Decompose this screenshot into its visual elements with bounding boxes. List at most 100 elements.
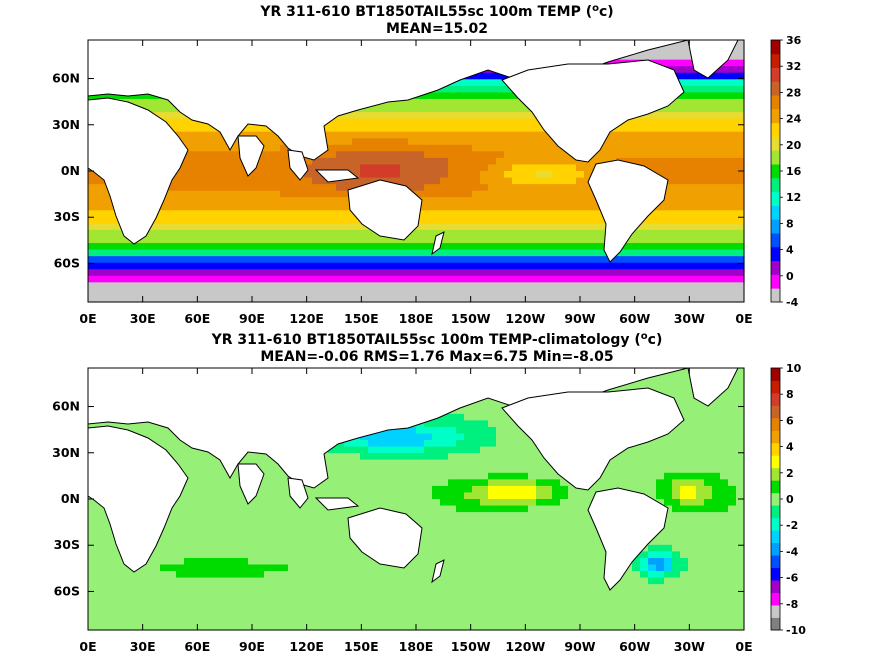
field-cell	[216, 466, 225, 474]
field-cell	[672, 466, 681, 474]
field-cell	[488, 295, 497, 303]
field-cell	[688, 453, 697, 461]
field-cell	[264, 282, 273, 290]
field-cell	[704, 216, 713, 224]
field-cell	[736, 243, 745, 251]
field-cell	[672, 112, 681, 120]
field-cell	[656, 466, 665, 474]
field-cell	[192, 157, 201, 166]
field-cell	[488, 118, 497, 126]
field-cell	[696, 184, 705, 192]
field-cell	[184, 472, 193, 480]
field-cell	[256, 229, 265, 238]
field-cell	[368, 492, 377, 500]
field-cell	[520, 210, 529, 218]
field-cell	[200, 479, 209, 487]
field-cell	[680, 420, 689, 428]
field-cell	[240, 210, 249, 218]
field-cell	[736, 420, 745, 428]
field-cell	[304, 184, 313, 192]
field-cell	[344, 249, 353, 257]
field-cell	[472, 479, 481, 487]
field-cell	[152, 249, 161, 257]
field-cell	[208, 472, 217, 480]
field-cell	[464, 249, 473, 257]
field-cell	[120, 269, 129, 277]
field-cell	[472, 144, 481, 152]
field-cell	[424, 190, 433, 198]
field-cell	[720, 79, 729, 87]
field-cell	[208, 479, 217, 487]
field-cell	[88, 236, 97, 244]
field-cell	[200, 203, 209, 211]
field-cell	[480, 282, 489, 290]
field-cell	[720, 288, 729, 297]
field-cell	[472, 426, 481, 435]
field-cell	[176, 269, 185, 277]
field-cell	[304, 164, 313, 172]
field-cell	[704, 433, 713, 441]
field-cell	[504, 453, 513, 461]
field-cell	[688, 440, 697, 448]
field-cell	[336, 492, 345, 500]
field-cell	[384, 112, 393, 120]
field-cell	[192, 125, 201, 133]
field-cell	[456, 256, 465, 264]
field-cell	[664, 440, 673, 448]
field-cell	[560, 184, 569, 192]
field-cell	[104, 282, 113, 290]
field-cell	[384, 256, 393, 264]
field-cell	[640, 446, 649, 454]
field-cell	[216, 472, 225, 480]
field-cell	[264, 171, 273, 179]
field-cell	[544, 485, 553, 494]
field-cell	[408, 288, 417, 297]
field-cell	[272, 190, 281, 198]
field-cell	[120, 236, 129, 244]
field-cell	[528, 216, 537, 224]
field-cell	[320, 223, 329, 231]
field-cell	[648, 151, 657, 159]
field-cell	[496, 413, 505, 421]
field-cell	[640, 472, 649, 480]
field-cell	[280, 171, 289, 179]
field-cell	[376, 282, 385, 290]
field-cell	[176, 275, 185, 283]
field-cell	[400, 262, 409, 270]
field-cell	[384, 295, 393, 303]
colorbar-swatch	[771, 246, 780, 262]
field-cell	[448, 433, 457, 441]
field-cell	[488, 79, 497, 87]
field-cell	[640, 466, 649, 474]
field-cell	[720, 144, 729, 152]
field-cell	[728, 466, 737, 474]
field-cell	[584, 210, 593, 218]
field-cell	[696, 413, 705, 421]
field-cell	[672, 282, 681, 290]
field-cell	[712, 295, 721, 303]
field-cell	[728, 295, 737, 303]
field-cell	[552, 184, 561, 192]
field-cell	[256, 249, 265, 257]
field-cell	[536, 256, 545, 264]
field-cell	[328, 256, 337, 264]
colorbar-swatch	[771, 53, 780, 68]
field-cell	[296, 177, 305, 185]
field-cell	[488, 157, 497, 166]
field-cell	[272, 275, 281, 283]
field-cell	[336, 262, 345, 270]
field-cell	[160, 275, 169, 283]
field-cell	[216, 256, 225, 264]
field-cell	[336, 446, 345, 454]
field-cell	[320, 269, 329, 277]
field-cell	[512, 138, 521, 146]
field-cell	[240, 459, 249, 467]
field-cell	[488, 472, 497, 480]
lat-label: 30S	[54, 209, 80, 224]
field-cell	[688, 479, 697, 487]
field-cell	[520, 112, 529, 120]
field-cell	[456, 125, 465, 133]
field-cell	[456, 479, 465, 487]
field-cell	[464, 426, 473, 435]
field-cell	[696, 171, 705, 179]
